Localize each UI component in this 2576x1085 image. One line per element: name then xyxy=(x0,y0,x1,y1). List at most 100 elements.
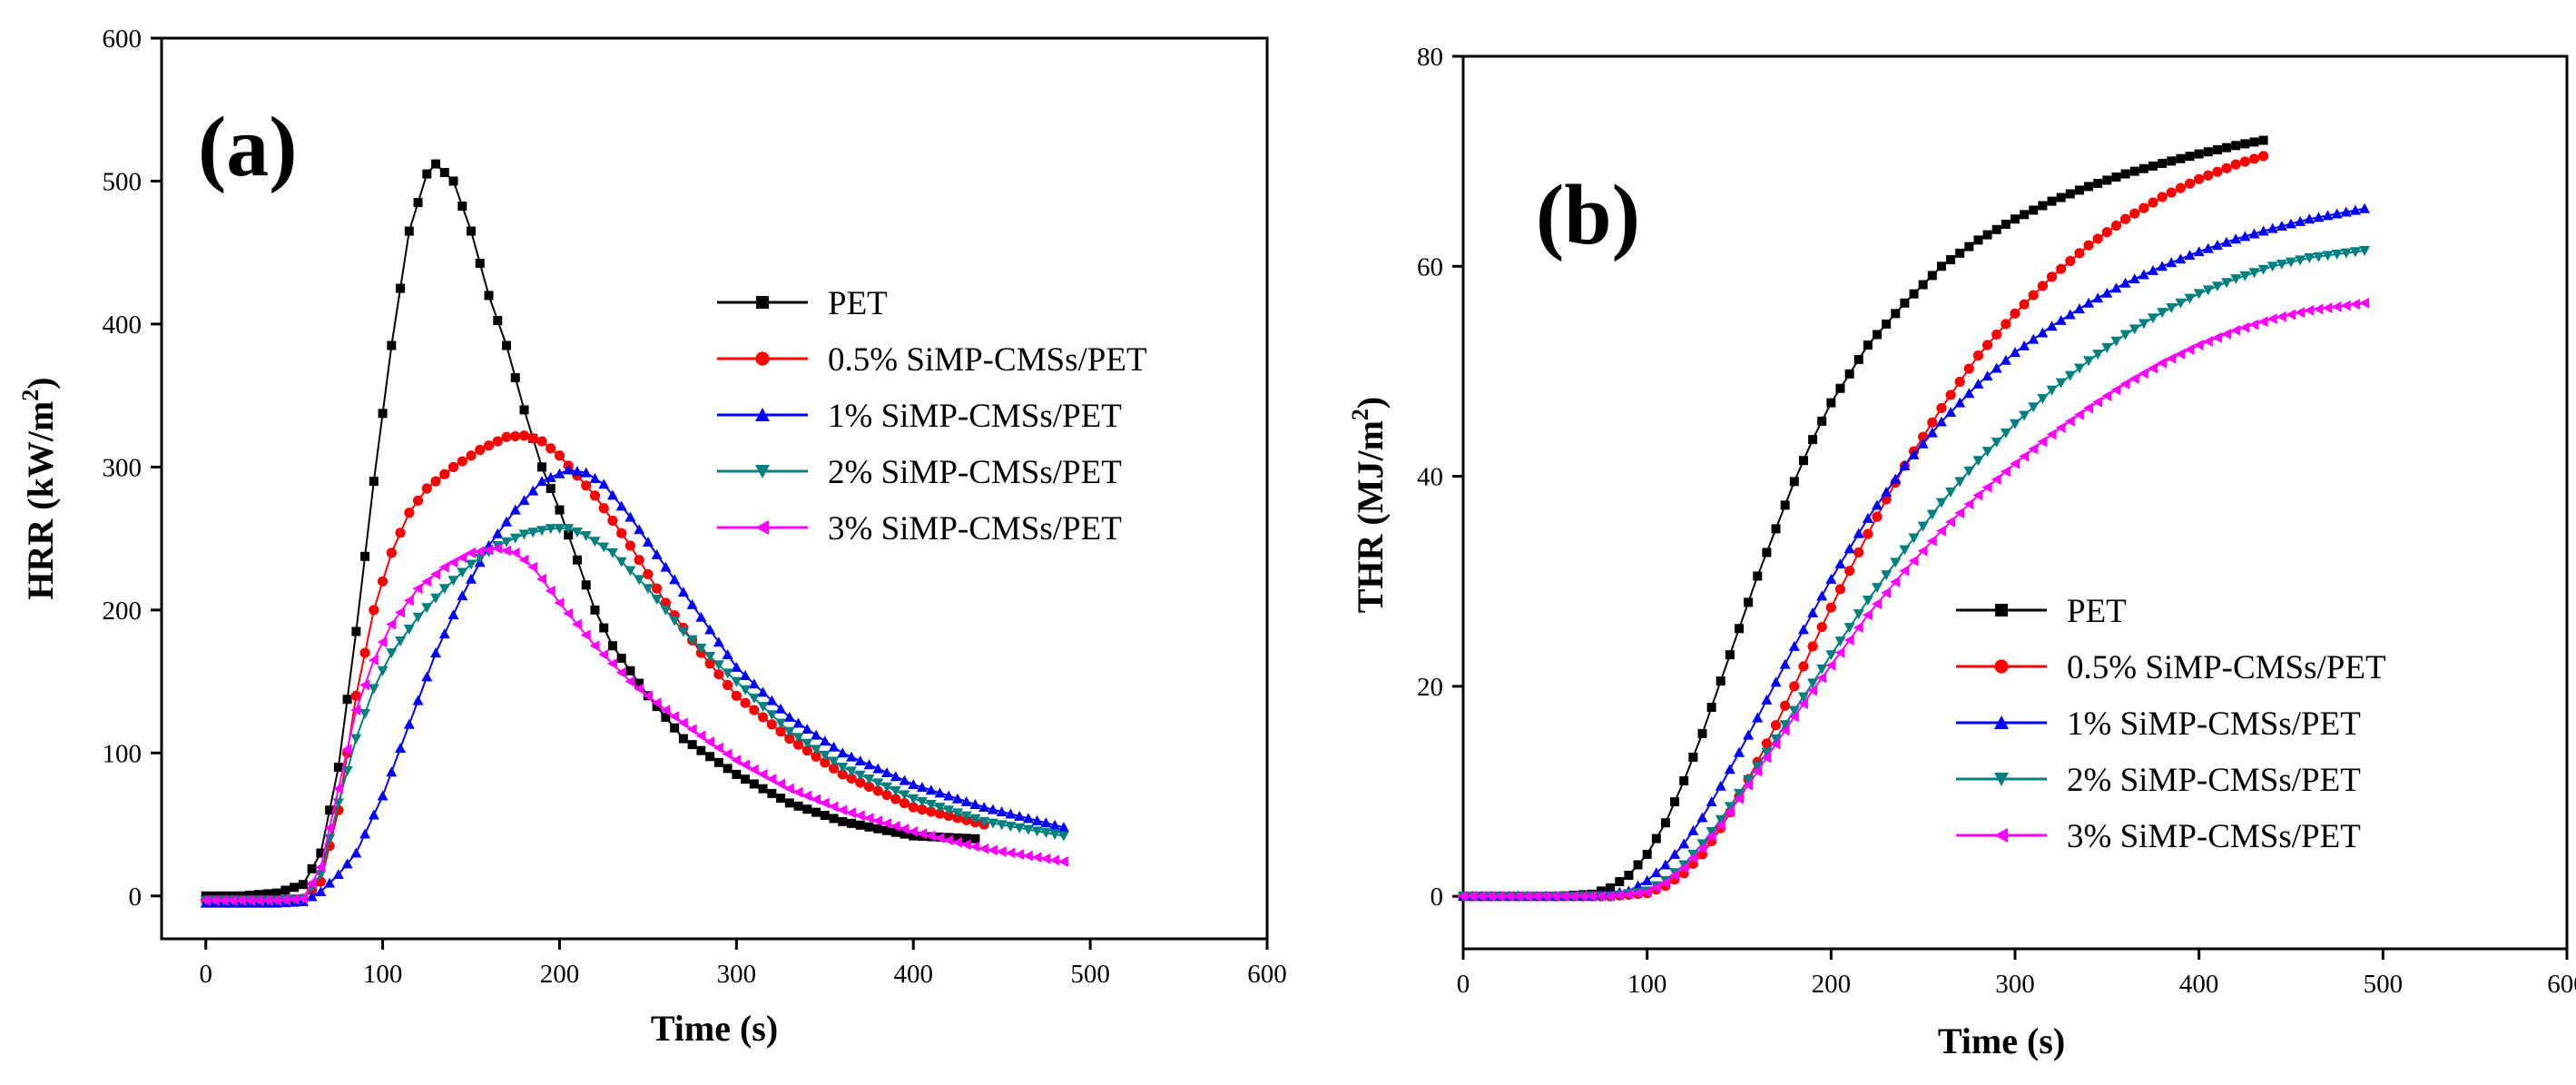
data-point xyxy=(2286,257,2296,268)
data-point xyxy=(890,794,901,804)
data-point xyxy=(616,653,626,663)
data-point xyxy=(359,647,370,658)
data-point xyxy=(900,829,909,839)
data-point xyxy=(289,893,300,905)
data-point xyxy=(1862,596,1873,607)
data-point xyxy=(2129,324,2140,335)
data-point xyxy=(1458,891,1468,903)
data-point xyxy=(1935,498,1947,508)
data-point xyxy=(1752,761,1764,772)
data-point xyxy=(466,450,477,461)
y-axis-label: THR (MJ/m2) xyxy=(1347,397,1391,614)
data-point xyxy=(1788,640,1800,651)
data-point xyxy=(368,654,379,666)
data-point xyxy=(677,626,689,637)
data-point xyxy=(457,590,468,601)
data-point xyxy=(396,283,406,293)
data-point xyxy=(783,726,795,737)
data-point xyxy=(439,469,450,479)
data-point xyxy=(483,440,495,451)
data-point xyxy=(1834,646,1845,658)
data-point xyxy=(820,757,831,768)
data-point xyxy=(209,894,220,906)
data-point xyxy=(1679,775,1689,785)
panel-label: (a) xyxy=(198,100,298,194)
data-point xyxy=(2331,301,2342,312)
data-point xyxy=(793,801,803,811)
legend-label: PET xyxy=(828,285,888,322)
data-point xyxy=(829,814,839,824)
data-point xyxy=(475,259,485,268)
data-point xyxy=(1031,814,1043,825)
data-point xyxy=(2322,302,2333,314)
data-point xyxy=(545,585,556,597)
data-point xyxy=(607,641,617,651)
data-point xyxy=(1660,818,1670,828)
data-point xyxy=(2340,248,2352,259)
data-point xyxy=(978,802,990,813)
data-point xyxy=(1031,826,1043,837)
data-point xyxy=(395,528,406,538)
data-point xyxy=(2231,141,2241,151)
data-point xyxy=(377,790,388,801)
data-point xyxy=(1696,812,1708,823)
data-point xyxy=(598,649,609,661)
data-point xyxy=(457,552,467,564)
data-point xyxy=(819,797,830,809)
data-point xyxy=(262,889,272,899)
data-point xyxy=(2129,273,2140,284)
data-point xyxy=(1735,624,1744,634)
data-point xyxy=(757,712,769,723)
data-point xyxy=(571,618,582,630)
data-point xyxy=(1715,819,1726,831)
data-point xyxy=(1623,888,1634,900)
data-point xyxy=(1549,891,1560,903)
data-point xyxy=(1954,397,1966,408)
data-point xyxy=(2065,189,2075,199)
data-point xyxy=(996,806,1008,817)
data-point xyxy=(2138,368,2148,380)
data-point xyxy=(766,710,778,721)
data-point xyxy=(1659,877,1670,889)
data-point xyxy=(2064,415,2075,427)
data-point xyxy=(387,340,397,350)
data-point xyxy=(1926,509,1938,520)
data-point xyxy=(713,669,724,680)
data-point xyxy=(1899,460,1911,471)
data-point xyxy=(2184,343,2195,355)
data-point xyxy=(1798,456,1808,466)
data-point xyxy=(1568,891,1578,903)
data-point xyxy=(2230,274,2242,285)
data-point xyxy=(801,724,813,735)
data-point xyxy=(341,744,352,755)
data-point xyxy=(1022,850,1033,862)
data-point xyxy=(2167,156,2177,166)
data-point xyxy=(332,869,344,880)
data-point xyxy=(2028,402,2040,413)
legend-marker xyxy=(1994,828,2008,843)
data-point xyxy=(1872,598,1882,610)
data-point xyxy=(652,583,663,594)
data-point xyxy=(403,624,415,635)
data-point xyxy=(431,159,441,169)
data-point xyxy=(580,629,591,641)
data-point xyxy=(439,168,449,178)
data-point xyxy=(1641,874,1653,885)
data-point xyxy=(969,841,980,853)
data-point xyxy=(564,530,574,540)
data-point xyxy=(1762,547,1772,557)
data-point xyxy=(749,779,759,789)
data-point xyxy=(2313,252,2325,262)
data-point xyxy=(801,790,812,802)
data-point xyxy=(908,794,919,804)
data-point xyxy=(467,226,477,236)
data-point xyxy=(430,647,442,658)
data-point xyxy=(634,678,644,688)
data-point xyxy=(2240,139,2250,149)
data-point xyxy=(2266,222,2278,233)
data-point xyxy=(606,547,618,558)
data-point xyxy=(1605,891,1616,903)
data-point xyxy=(2010,458,2020,469)
data-point xyxy=(863,813,874,824)
data-point xyxy=(1908,533,1920,544)
